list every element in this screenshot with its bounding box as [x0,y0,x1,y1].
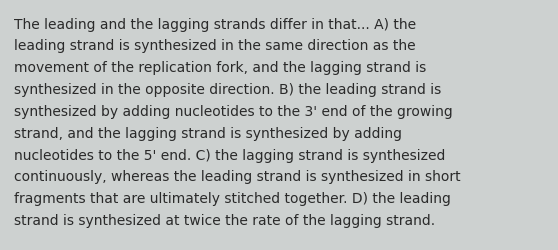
Text: continuously, whereas the leading strand is synthesized in short: continuously, whereas the leading strand… [14,170,460,184]
Text: strand, and the lagging strand is synthesized by adding: strand, and the lagging strand is synthe… [14,126,402,140]
Text: nucleotides to the 5' end. C) the lagging strand is synthesized: nucleotides to the 5' end. C) the laggin… [14,148,445,162]
Text: strand is synthesized at twice the rate of the lagging strand.: strand is synthesized at twice the rate … [14,213,435,227]
Text: movement of the replication fork, and the lagging strand is: movement of the replication fork, and th… [14,61,426,75]
Text: The leading and the lagging strands differ in that... A) the: The leading and the lagging strands diff… [14,18,416,32]
Text: synthesized by adding nucleotides to the 3' end of the growing: synthesized by adding nucleotides to the… [14,104,453,118]
Text: synthesized in the opposite direction. B) the leading strand is: synthesized in the opposite direction. B… [14,83,441,97]
Text: leading strand is synthesized in the same direction as the: leading strand is synthesized in the sam… [14,39,416,53]
Text: fragments that are ultimately stitched together. D) the leading: fragments that are ultimately stitched t… [14,192,451,205]
